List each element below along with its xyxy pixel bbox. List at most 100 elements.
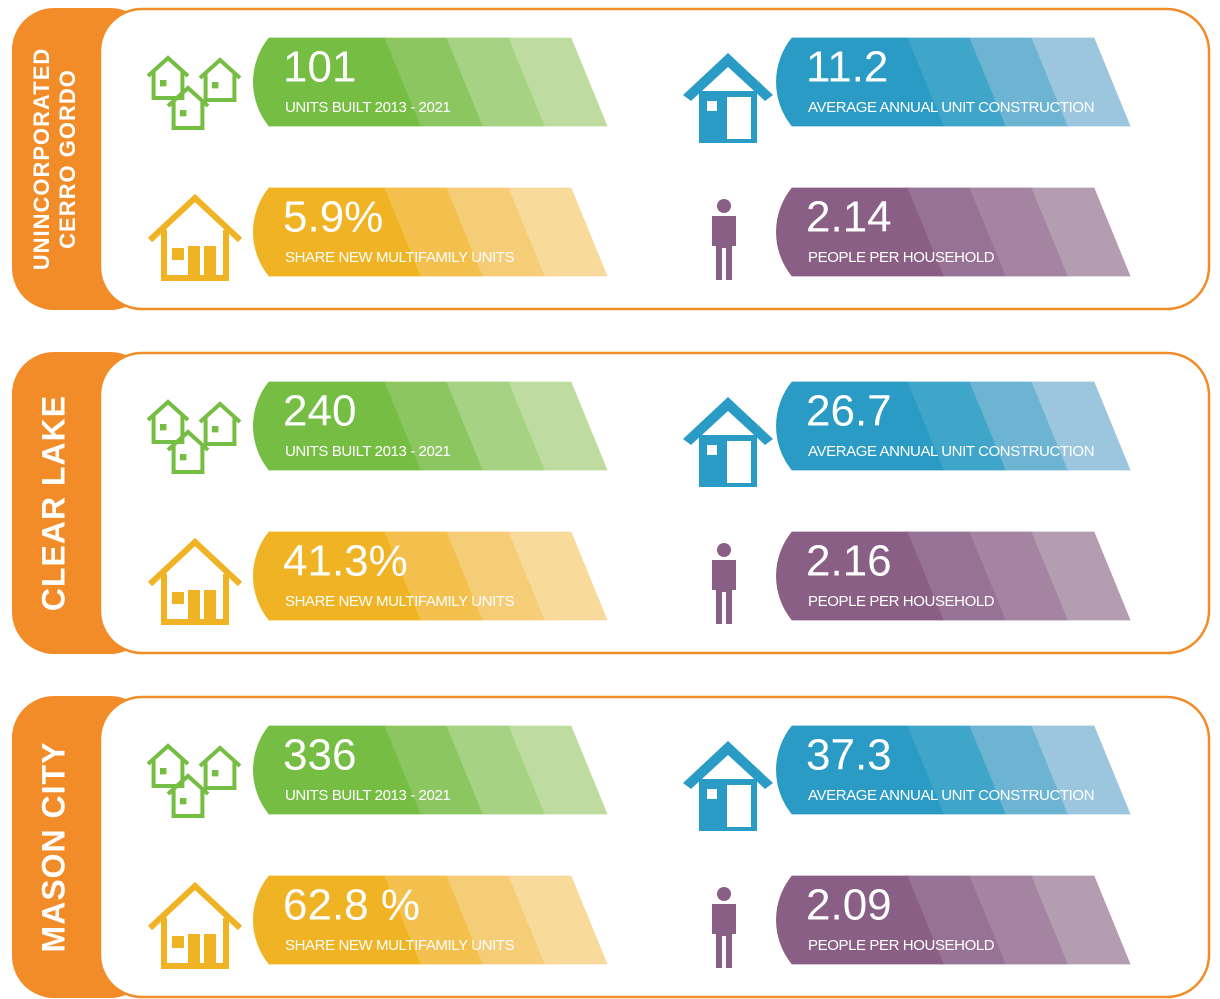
banner-segment xyxy=(776,381,945,471)
stat-value: 101 xyxy=(283,43,356,92)
stat-value: 11.2 xyxy=(806,43,888,92)
house-window xyxy=(212,82,219,89)
stat-value: 41.3% xyxy=(283,537,408,586)
stat: 37.3 AVERAGE ANNUAL UNIT CONSTRUCTION xyxy=(683,725,1131,831)
stat: 26.7 AVERAGE ANNUAL UNIT CONSTRUCTION xyxy=(683,381,1131,487)
house-window xyxy=(160,424,167,431)
stat-label: SHARE NEW MULTIFAMILY UNITS xyxy=(285,937,515,954)
banner-segment xyxy=(776,37,945,127)
house-window xyxy=(172,592,184,604)
house-door xyxy=(188,246,200,278)
house-door xyxy=(204,934,216,966)
house-icon xyxy=(683,53,773,101)
stat-value: 5.9% xyxy=(283,193,383,242)
house-window xyxy=(707,445,717,455)
banner-segment xyxy=(508,381,608,471)
house-door xyxy=(727,441,751,483)
banner-segment xyxy=(1031,875,1131,965)
stat-value: 2.16 xyxy=(806,537,892,586)
stat: 11.2 AVERAGE ANNUAL UNIT CONSTRUCTION xyxy=(683,37,1131,143)
stat: 101 UNITS BUILT 2013 - 2021 xyxy=(146,37,608,130)
house-icon xyxy=(146,743,190,788)
house-window xyxy=(180,454,187,461)
banner-segment xyxy=(1031,531,1131,621)
house-window xyxy=(212,770,219,777)
house-icon xyxy=(146,399,190,444)
person-head xyxy=(717,543,731,557)
house-icon xyxy=(166,773,210,818)
house-window xyxy=(180,798,187,805)
panel-title: CERRO GORDO xyxy=(55,69,80,249)
stat: 2.16 PEOPLE PER HOUSEHOLD xyxy=(712,531,1131,624)
person-head xyxy=(717,199,731,213)
banner-segment xyxy=(253,37,422,127)
house-door xyxy=(188,934,200,966)
stat-value: 240 xyxy=(283,387,356,436)
house-window xyxy=(172,936,184,948)
stat-label: AVERAGE ANNUAL UNIT CONSTRUCTION xyxy=(808,787,1094,804)
banner-segment xyxy=(1031,381,1131,471)
stat-label: SHARE NEW MULTIFAMILY UNITS xyxy=(285,249,515,266)
panel-title: UNINCORPORATED xyxy=(29,48,54,271)
house-door xyxy=(727,97,751,139)
person-body xyxy=(712,904,736,968)
person-head xyxy=(717,887,731,901)
banner-segment xyxy=(508,187,608,277)
banner-segment xyxy=(1031,187,1131,277)
panel-title: MASON CITY xyxy=(35,742,71,953)
stat-label: UNITS BUILT 2013 - 2021 xyxy=(285,443,450,460)
house-door xyxy=(204,590,216,622)
house-window xyxy=(180,110,187,117)
stat-label: AVERAGE ANNUAL UNIT CONSTRUCTION xyxy=(808,99,1094,116)
banner-segment xyxy=(776,187,945,277)
stat-label: UNITS BUILT 2013 - 2021 xyxy=(285,787,450,804)
banner-segment xyxy=(508,875,608,965)
panel: UNINCORPORATED CERRO GORDO 101 UNITS BUILT … xyxy=(12,7,1211,311)
banner-segment xyxy=(253,381,422,471)
stat-label: UNITS BUILT 2013 - 2021 xyxy=(285,99,450,116)
stat: 62.8 % SHARE NEW MULTIFAMILY UNITS xyxy=(147,875,608,969)
stat-label: PEOPLE PER HOUSEHOLD xyxy=(808,593,995,610)
stat: 2.14 PEOPLE PER HOUSEHOLD xyxy=(712,187,1131,280)
stat: 240 UNITS BUILT 2013 - 2021 xyxy=(146,381,608,474)
stat: 5.9% SHARE NEW MULTIFAMILY UNITS xyxy=(147,187,608,281)
person-body xyxy=(712,560,736,624)
banner-segment xyxy=(1031,725,1131,815)
stat: 336 UNITS BUILT 2013 - 2021 xyxy=(146,725,608,818)
banner-segment xyxy=(776,531,945,621)
house-window xyxy=(172,248,184,260)
banner-segment xyxy=(776,725,945,815)
house-window xyxy=(160,768,167,775)
panel: MASON CITY 336 UNITS BUILT 2013 - 2021 37.3… xyxy=(12,695,1211,999)
person-body xyxy=(712,216,736,280)
house-icon xyxy=(166,429,210,474)
stat-value: 37.3 xyxy=(806,731,892,780)
banner-segment xyxy=(508,725,608,815)
house-door xyxy=(188,590,200,622)
house-icon xyxy=(146,55,190,100)
banner-segment xyxy=(508,37,608,127)
house-window xyxy=(160,80,167,87)
house-icon xyxy=(198,57,242,102)
house-icon xyxy=(683,397,773,445)
banner-segment xyxy=(253,187,422,277)
stat-label: AVERAGE ANNUAL UNIT CONSTRUCTION xyxy=(808,443,1094,460)
house-door xyxy=(727,785,751,827)
banner-segment xyxy=(1031,37,1131,127)
banner-segment xyxy=(253,725,422,815)
house-icon xyxy=(198,745,242,790)
panel: CLEAR LAKE 240 UNITS BUILT 2013 - 2021 26.7… xyxy=(12,351,1211,655)
stat: 41.3% SHARE NEW MULTIFAMILY UNITS xyxy=(147,531,608,625)
stat-value: 2.14 xyxy=(806,193,892,242)
panel-title: CLEAR LAKE xyxy=(35,395,71,611)
house-icon xyxy=(683,741,773,789)
house-window xyxy=(707,101,717,111)
stat-value: 2.09 xyxy=(806,881,892,930)
banner-segment xyxy=(508,531,608,621)
house-window xyxy=(707,789,717,799)
banner-segment xyxy=(253,531,422,621)
stat-value: 26.7 xyxy=(806,387,892,436)
stat: 2.09 PEOPLE PER HOUSEHOLD xyxy=(712,875,1131,968)
house-door xyxy=(204,246,216,278)
